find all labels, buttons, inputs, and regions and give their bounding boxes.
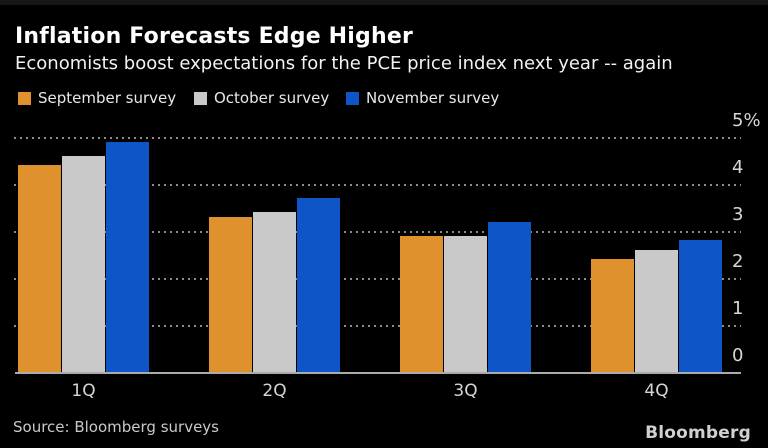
- y-axis-tick-label: 2: [732, 251, 744, 272]
- legend-item-november: November survey: [346, 91, 499, 106]
- bar-3q-november: [488, 222, 531, 372]
- bar-1q-november: [106, 142, 149, 372]
- legend-label: October survey: [214, 89, 330, 107]
- x-axis-tick-label: 2Q: [262, 381, 287, 401]
- gridline-3: [14, 231, 741, 233]
- legend-label: November survey: [366, 89, 500, 107]
- y-axis-tick-label: 4: [732, 157, 744, 178]
- bar-3q-september: [400, 236, 443, 372]
- bar-3q-october: [444, 236, 487, 372]
- gridline-4: [14, 184, 741, 186]
- x-axis-tick-label: 3Q: [453, 381, 478, 401]
- y-axis-tick-label: 0: [732, 345, 744, 366]
- legend-label: September survey: [38, 89, 177, 107]
- gridline-2: [14, 278, 741, 280]
- bar-2q-september: [209, 217, 252, 372]
- x-axis-line: [15, 372, 741, 374]
- bar-4q-november: [679, 240, 722, 372]
- bar-2q-october: [253, 212, 296, 372]
- gridline-5: [14, 137, 741, 139]
- bar-2q-november: [297, 198, 340, 372]
- legend-swatch-icon: [346, 92, 359, 105]
- x-axis-tick-label: 4Q: [644, 381, 669, 401]
- y-axis-tick-label: 1: [732, 298, 744, 319]
- legend-item-october: October survey: [194, 91, 329, 106]
- source-note: Source: Bloomberg surveys: [13, 418, 219, 436]
- bar-1q-october: [62, 156, 105, 372]
- bloomberg-logo: Bloomberg: [645, 423, 751, 443]
- x-axis-tick-label: 1Q: [71, 381, 96, 401]
- legend-swatch-icon: [194, 92, 207, 105]
- bar-1q-september: [18, 165, 61, 372]
- bar-4q-september: [591, 259, 634, 372]
- gridline-1: [14, 325, 741, 327]
- chart-title: Inflation Forecasts Edge Higher: [15, 24, 414, 49]
- legend-item-september: September survey: [18, 91, 176, 106]
- bar-4q-october: [635, 250, 678, 372]
- chart-subtitle: Economists boost expectations for the PC…: [15, 53, 673, 74]
- y-axis-tick-label: 3: [732, 204, 744, 225]
- legend-swatch-icon: [18, 92, 31, 105]
- top-edge-strip: [0, 0, 768, 5]
- y-axis-tick-label: 5%: [732, 110, 761, 131]
